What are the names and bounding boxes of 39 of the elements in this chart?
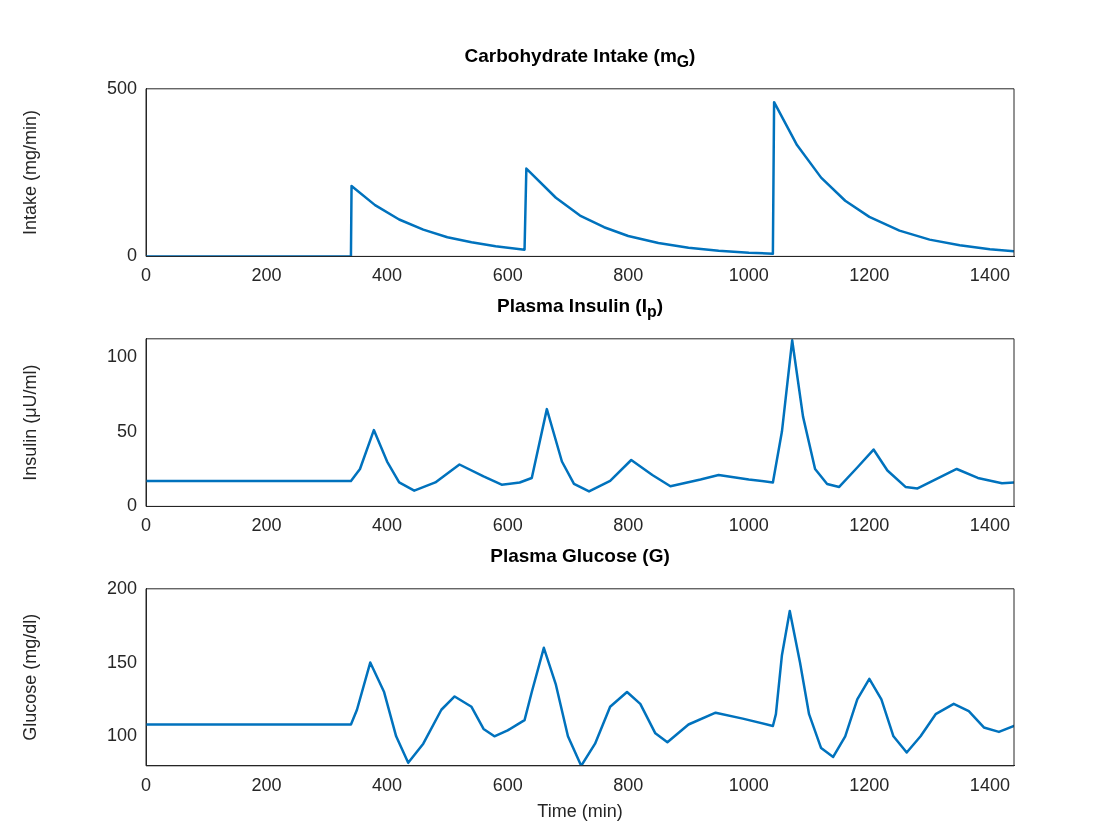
y-axis-title: Insulin (μU/ml) (19, 364, 40, 481)
x-tick-label: 400 (372, 774, 403, 795)
y-tick-label: 200 (106, 577, 137, 598)
x-axis-title: Time (min) (537, 801, 623, 822)
x-tick-label: 1200 (849, 774, 890, 795)
x-tick-label: 800 (613, 774, 644, 795)
chart-title: Plasma Insulin (I$_{p}$) (496, 295, 664, 321)
x-tick-label: 1400 (969, 265, 1010, 286)
x-tick-label: 0 (140, 515, 152, 536)
x-tick-label: 200 (251, 265, 282, 286)
x-tick-label: 200 (251, 774, 282, 795)
y-tick-label: 100 (106, 725, 137, 746)
chart-title: Plasma Glucose (G) (489, 545, 671, 567)
x-tick-label: 200 (251, 515, 282, 536)
x-tick-label: 400 (372, 265, 403, 286)
x-tick-label: 0 (140, 774, 152, 795)
x-tick-label: 600 (492, 265, 523, 286)
x-tick-label: 1000 (728, 774, 769, 795)
y-tick-label: 50 (116, 420, 137, 441)
y-axis-title: Glucose (mg/dl) (19, 613, 40, 741)
x-tick-label: 600 (492, 774, 523, 795)
x-tick-label: 1200 (849, 265, 890, 286)
x-tick-label: 600 (492, 515, 523, 536)
x-tick-label: 1000 (728, 515, 769, 536)
x-tick-label: 1000 (728, 265, 769, 286)
x-tick-label: 800 (613, 515, 644, 536)
chart-title: Carbohydrate Intake (m$_{G}$) (463, 45, 697, 71)
y-axis-title: Intake (mg/min) (19, 110, 40, 236)
x-tick-label: 1200 (849, 515, 890, 536)
y-tick-label: 500 (106, 77, 137, 98)
y-tick-label: 0 (126, 245, 137, 266)
y-tick-label: 0 (126, 495, 137, 516)
y-tick-label: 100 (106, 345, 137, 366)
x-tick-label: 1400 (969, 774, 1010, 795)
x-tick-label: 1400 (969, 515, 1010, 536)
y-tick-label: 150 (106, 651, 137, 672)
x-tick-label: 400 (372, 515, 403, 536)
x-tick-label: 0 (140, 265, 152, 286)
x-tick-label: 800 (613, 265, 644, 286)
